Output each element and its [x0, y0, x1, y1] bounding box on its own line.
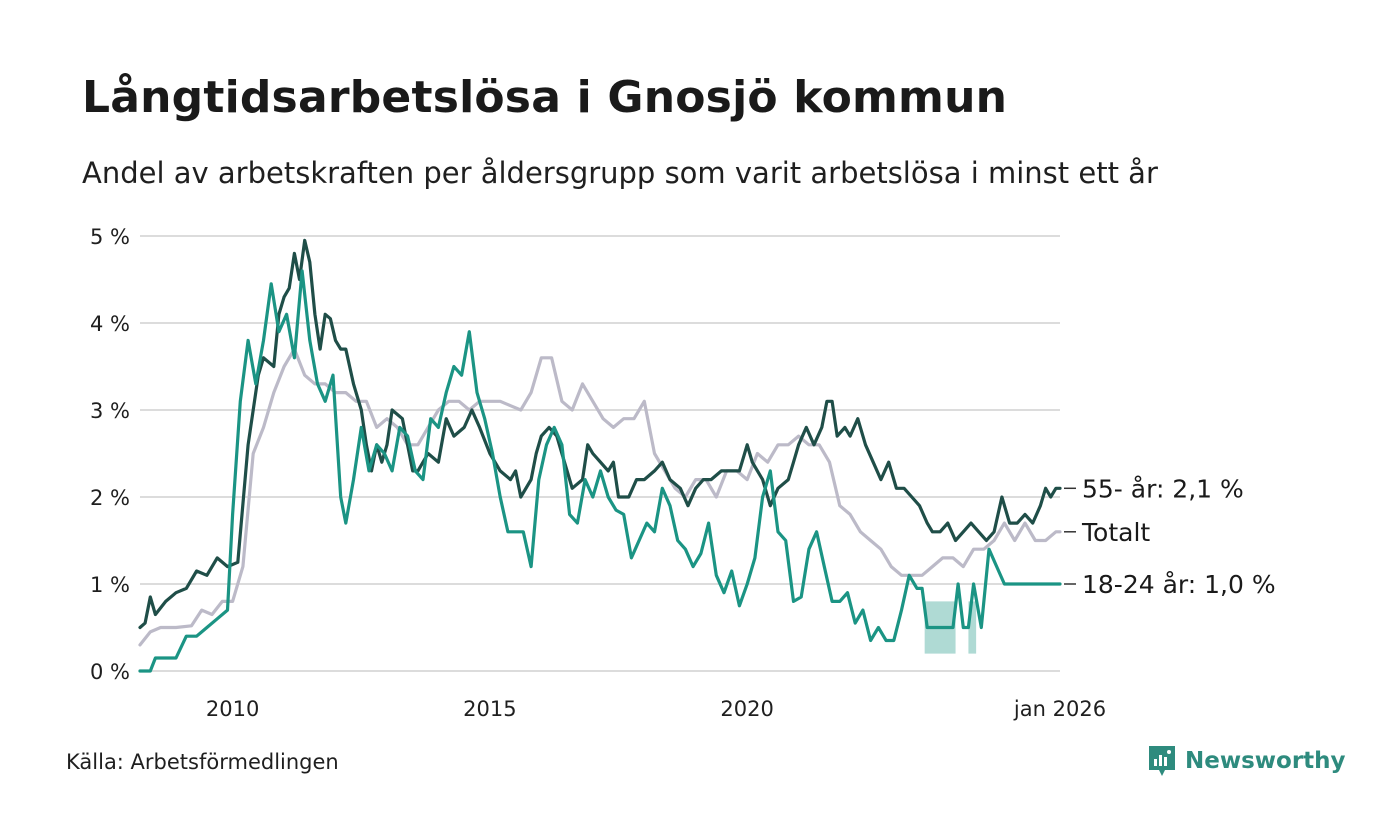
x-tick-label: 2015: [463, 697, 516, 721]
series-end-label: Totalt: [1081, 518, 1150, 547]
series-end-label: 55- år: 2,1 %: [1082, 474, 1244, 503]
grid-layer: 0 % 1 % 2 % 3 % 4 % 5 % 2010 2015 2020 jan 2026: [90, 225, 1106, 721]
y-tick-label: 3 %: [90, 399, 130, 423]
series-line-55-r: [138, 238, 1062, 630]
x-tick-label: 2010: [206, 697, 259, 721]
series-end-label: 18-24 år: 1,0 %: [1082, 570, 1276, 599]
brand-name: Newsworthy: [1185, 748, 1346, 774]
y-tick-label: 1 %: [90, 573, 130, 597]
series-line-18-24-r: [138, 269, 1062, 673]
chart-subtitle: Andel av arbetskraften per åldersgrupp s…: [82, 156, 1158, 190]
uncertainty-band: [968, 601, 977, 654]
y-tick-label: 0 %: [90, 660, 130, 684]
series-layer: [138, 238, 1062, 673]
label-layer: 55- år: 2,1 % Totalt 18-24 år: 1,0 %: [1064, 474, 1276, 599]
x-tick-label: jan 2026: [1013, 697, 1106, 721]
source-note: Källa: Arbetsförmedlingen: [66, 750, 339, 774]
y-tick-label: 5 %: [90, 225, 130, 249]
y-tick-label: 4 %: [90, 312, 130, 336]
brand-logo[interactable]: Newsworthy: [1147, 744, 1346, 778]
chart-title: Långtidsarbetslösa i Gnosjö kommun: [82, 72, 1008, 123]
y-tick-label: 2 %: [90, 486, 130, 510]
x-tick-label: 2020: [720, 697, 773, 721]
series-line-totalt: [138, 347, 1062, 647]
newsworthy-icon: [1149, 746, 1175, 776]
